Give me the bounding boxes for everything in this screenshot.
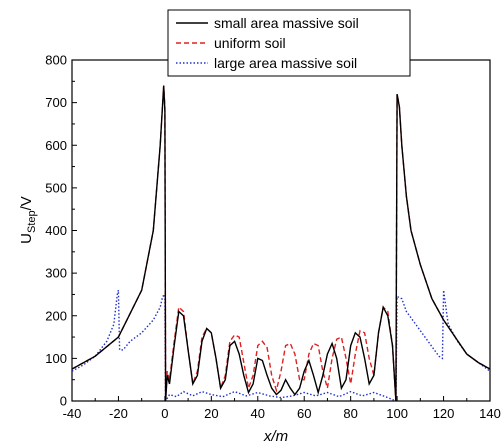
x-tick-label: 40 [251, 406, 265, 421]
legend-label: large area massive soil [214, 55, 357, 71]
x-tick-label: 140 [479, 406, 501, 421]
y-axis-title-main: U [18, 233, 35, 244]
series-layer [72, 85, 490, 401]
x-axis: -40 -20 0 20 40 60 80 100 120 140 [63, 396, 501, 421]
y-axis-title-unit: /V [18, 196, 35, 210]
y-tick-label: 800 [45, 53, 67, 68]
plot-border [71, 59, 491, 402]
x-tick-label: -20 [109, 406, 128, 421]
legend-label: small area massive soil [214, 15, 359, 31]
plot-frame [71, 59, 491, 402]
legend-label: uniform soil [214, 35, 286, 51]
series-line-0 [72, 85, 490, 401]
y-axis: 0 100 200 300 400 500 600 700 800 [45, 53, 77, 409]
legend-box [167, 9, 411, 77]
y-tick-label: 100 [45, 351, 67, 366]
y-tick-label: 300 [45, 266, 67, 281]
series-line-2 [72, 290, 490, 401]
x-tick-label: 60 [297, 406, 311, 421]
series-line-1 [72, 85, 490, 401]
y-tick-label: 600 [45, 138, 67, 153]
x-tick-label: 20 [204, 406, 218, 421]
y-tick-label: 0 [60, 394, 67, 409]
x-tick-label: 0 [161, 406, 168, 421]
x-tick-label: 100 [386, 406, 408, 421]
x-axis-title: x/m [263, 428, 288, 445]
x-tick-label: 80 [343, 406, 357, 421]
x-tick-label: 120 [433, 406, 455, 421]
y-tick-label: 200 [45, 308, 67, 323]
legend: small area massive soil uniform soil large… [167, 9, 411, 77]
y-axis-title: UStep/V [18, 196, 38, 244]
x-tick-label: -40 [63, 406, 82, 421]
y-tick-label: 400 [45, 223, 67, 238]
y-tick-label: 500 [45, 180, 67, 195]
y-axis-title-subscript: Step [26, 210, 38, 233]
y-tick-label: 700 [45, 95, 67, 110]
